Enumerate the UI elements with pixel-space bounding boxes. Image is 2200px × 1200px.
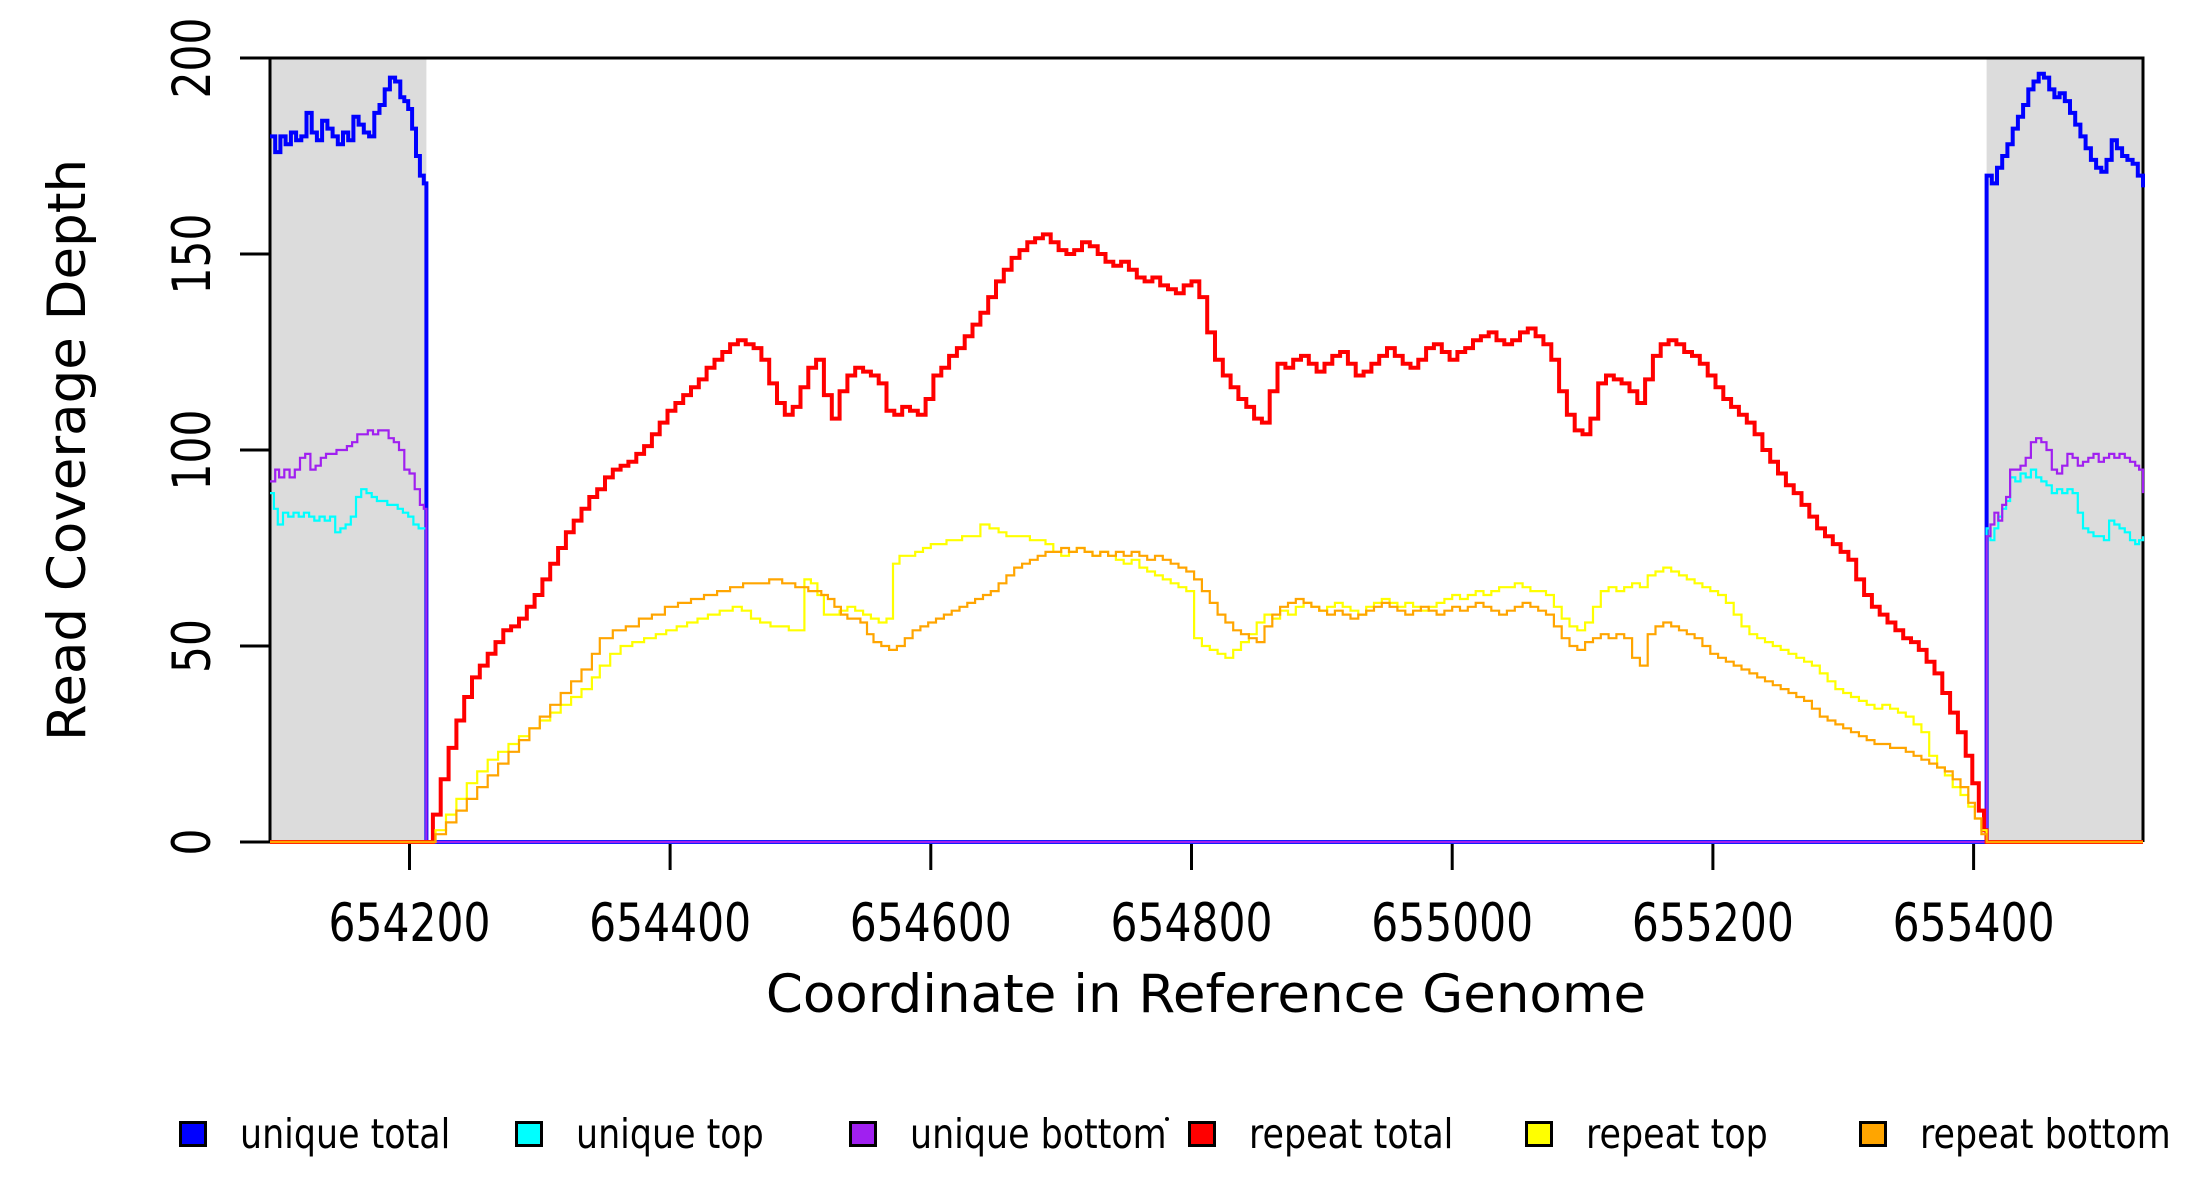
legend-item-repeat-top: repeat top <box>1525 1110 1800 1158</box>
legend-swatch-repeat-total <box>1188 1121 1216 1147</box>
x-tick-label: 655000 <box>1371 893 1533 954</box>
x-axis-title: Coordinate in Reference Genome <box>766 964 1646 1025</box>
x-tick-label: 654200 <box>329 893 491 954</box>
series-line-repeat-bottom <box>270 546 2143 844</box>
legend-item-repeat-total: repeat total <box>1188 1110 1489 1158</box>
shaded-flank-regions <box>270 58 2143 842</box>
plot-legend: unique total unique top unique bottom repea… <box>0 0 2200 1158</box>
legend-item-unique-total: unique total <box>179 1110 487 1158</box>
shaded-region-right-flank <box>1986 58 2143 842</box>
legend-swatch-repeat-top <box>1525 1121 1553 1147</box>
legend-label: unique total <box>240 1110 451 1158</box>
legend-label: repeat bottom <box>1920 1110 2171 1158</box>
legend-item-repeat-bottom: repeat bottom <box>1859 1110 2200 1158</box>
stray-point-artifact <box>1165 1117 1169 1121</box>
x-tick-label: 654600 <box>850 893 1012 954</box>
x-tick-label: 654800 <box>1111 893 1273 954</box>
series-line-unique-top <box>270 468 2145 844</box>
legend-item-unique-bottom: unique bottom <box>849 1110 1212 1158</box>
y-tick-label: 0 <box>162 829 223 856</box>
series-line-repeat-total <box>270 232 2143 844</box>
x-tick-label: 654400 <box>589 893 751 954</box>
legend-swatch-unique-top <box>515 1121 543 1147</box>
axes: 654200 654400 654600 654800 655000 655200 6554… <box>162 18 2145 954</box>
legend-item-unique-top: unique top <box>515 1110 797 1158</box>
legend-label: repeat total <box>1249 1110 1454 1158</box>
series-line-unique-total <box>270 71 2145 844</box>
legend-label: unique bottom <box>910 1110 1167 1158</box>
legend-swatch-unique-bottom <box>849 1121 877 1147</box>
y-tick-label: 50 <box>162 619 223 673</box>
legend-swatch-repeat-bottom <box>1859 1121 1887 1147</box>
y-tick-label: 200 <box>162 18 223 99</box>
y-axis-title: Read Coverage Depth <box>37 159 98 741</box>
series-line-unique-bottom <box>270 429 2145 844</box>
legend-label: unique top <box>576 1110 764 1158</box>
legend-label: repeat top <box>1586 1110 1768 1158</box>
y-tick-label: 150 <box>162 214 223 295</box>
series-lines <box>270 71 2145 844</box>
legend-swatch-unique-total <box>179 1121 207 1147</box>
y-tick-label: 100 <box>162 410 223 491</box>
x-tick-label: 655200 <box>1632 893 1794 954</box>
x-tick-label: 655400 <box>1893 893 2055 954</box>
